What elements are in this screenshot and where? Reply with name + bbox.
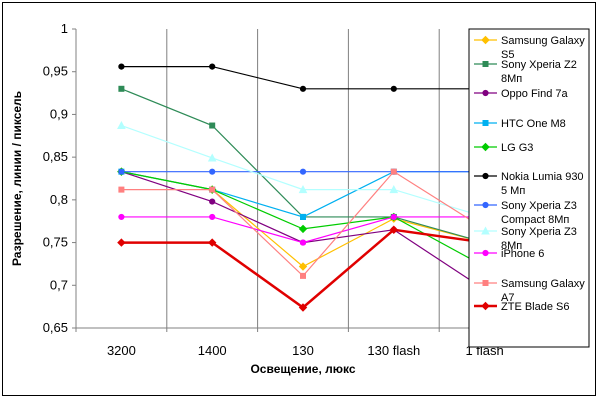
series-6 — [118, 168, 488, 175]
legend-label: Sony Xperia Z2 — [501, 59, 577, 71]
grid-layer — [75, 29, 531, 328]
data-point — [209, 186, 216, 193]
legend-label: Nokia Lumia 930 — [501, 171, 584, 183]
legend-item: Samsung Galaxy A7 — [474, 278, 585, 304]
legend-label: 5 Мп — [501, 185, 525, 197]
series-line — [121, 65, 485, 90]
chart-frame: 0,65 0,7 0,75 0,8 0,85 0,9 0,95 1 3200 1400 130 130… — [2, 2, 596, 396]
data-point — [117, 120, 126, 130]
data-point — [298, 185, 308, 194]
data-point — [390, 168, 397, 175]
data-point — [118, 85, 125, 92]
x-tick-label: 130 — [292, 343, 314, 358]
y-tick-label: 0,75 — [43, 235, 68, 250]
legend-label: Sony Xperia Z3 — [501, 226, 577, 238]
legend-swatch-marker — [482, 249, 489, 257]
legend-item: HTC One M8 — [474, 118, 566, 130]
data-point — [389, 185, 399, 194]
legend-label: A7 — [501, 292, 514, 304]
series-8 — [118, 213, 488, 246]
data-point — [118, 63, 125, 70]
y-tick-label: 1 — [61, 21, 68, 36]
chart-svg: 0,65 0,7 0,75 0,8 0,85 0,9 0,95 1 3200 1400 130 130… — [10, 21, 590, 376]
x-tick-label: 3200 — [107, 343, 136, 358]
data-point — [298, 224, 308, 234]
data-point — [298, 303, 308, 312]
data-point — [209, 213, 216, 221]
legend-swatch-marker — [482, 120, 489, 126]
data-point — [207, 238, 217, 247]
legend-label: Sony Xperia Z3 — [501, 200, 577, 212]
y-axis-title: Разрешение, линии / пиксель — [10, 91, 24, 266]
legend-label: HTC One M8 — [501, 118, 566, 130]
data-point — [299, 168, 307, 175]
data-point — [300, 272, 306, 279]
data-point — [118, 213, 125, 221]
data-point — [209, 63, 216, 70]
legend-item: Samsung Galaxy S5 — [474, 35, 585, 61]
x-tick-label: 130 flash — [367, 343, 420, 358]
data-point — [209, 198, 216, 205]
series-3 — [118, 168, 488, 220]
data-point — [298, 262, 308, 271]
y-tick-label: 0,8 — [50, 192, 68, 207]
series-1 — [118, 85, 488, 246]
data-point — [390, 213, 397, 221]
series-layer — [117, 63, 489, 312]
legend-box — [468, 28, 590, 348]
legend-item: LG G3 — [474, 142, 533, 154]
legend-item: Sony Xperia Z2 8Мп — [474, 59, 577, 85]
legend-label: iPhone 6 — [501, 248, 544, 260]
legend-label: S5 — [501, 49, 514, 61]
data-point — [118, 168, 125, 175]
legend-label: Compact 8Мп — [501, 214, 569, 226]
legend-label: Samsung Galaxy — [501, 35, 585, 47]
legend-swatch-marker — [481, 35, 490, 45]
data-point — [209, 122, 216, 129]
legend-swatch-marker — [482, 201, 489, 209]
data-point — [300, 213, 306, 220]
legend-label: 8Мп — [501, 73, 522, 85]
data-point — [389, 225, 399, 234]
data-point — [299, 239, 307, 246]
y-tick-label: 0,65 — [43, 320, 68, 335]
y-tick-label: 0,9 — [50, 106, 68, 121]
legend-label: Oppo Find 7a — [501, 88, 569, 100]
legend-label: ZTE Blade S6 — [501, 301, 569, 313]
legend-swatch-marker — [482, 280, 489, 286]
legend-label: Samsung Galaxy — [501, 278, 585, 290]
x-tick-label: 1400 — [198, 343, 227, 358]
data-point — [118, 186, 125, 193]
legend-item: Nokia Lumia 930 5 Мп — [474, 171, 584, 197]
data-point — [390, 85, 397, 92]
legend-item: Sony Xperia Z3 8Мп — [474, 226, 577, 252]
legend-item: Sony Xperia Z3 Compact 8Мп — [474, 200, 577, 226]
legend-label: 8Мп — [501, 240, 522, 252]
legend-label: LG G3 — [501, 142, 533, 154]
x-axis-title: Освещение, люкс — [250, 362, 355, 376]
legend-swatch-marker — [482, 172, 489, 180]
legend-item: Oppo Find 7a — [474, 88, 569, 100]
data-point — [207, 153, 217, 162]
legend-swatch-marker — [481, 226, 490, 235]
y-tick-label: 0,85 — [43, 149, 68, 164]
series-5 — [118, 63, 488, 92]
axis-layer: 0,65 0,7 0,75 0,8 0,85 0,9 0,95 1 3200 1400 130 130… — [43, 21, 531, 358]
legend-swatch-marker — [482, 89, 489, 97]
data-point — [209, 168, 216, 175]
legend-swatch-marker — [481, 142, 490, 152]
legend-swatch-marker — [481, 301, 490, 311]
y-tick-label: 0,95 — [43, 64, 68, 79]
data-point — [299, 85, 307, 92]
legend-item: iPhone 6 — [474, 248, 544, 260]
legend-item: ZTE Blade S6 — [474, 301, 569, 313]
legend-swatch-marker — [482, 61, 489, 67]
data-point — [117, 238, 126, 247]
y-tick-label: 0,7 — [50, 277, 68, 292]
